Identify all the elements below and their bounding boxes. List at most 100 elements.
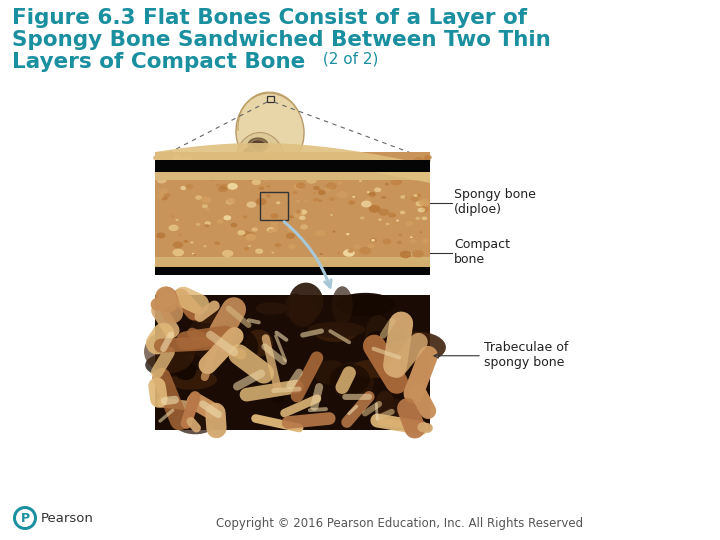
Ellipse shape: [204, 224, 210, 227]
Ellipse shape: [168, 225, 179, 231]
Ellipse shape: [423, 158, 431, 163]
Ellipse shape: [326, 166, 333, 170]
Ellipse shape: [420, 231, 423, 233]
Ellipse shape: [397, 241, 402, 244]
Ellipse shape: [408, 170, 411, 171]
Ellipse shape: [188, 315, 228, 359]
Ellipse shape: [314, 166, 317, 167]
Ellipse shape: [243, 215, 248, 219]
Ellipse shape: [400, 211, 405, 214]
Ellipse shape: [217, 186, 228, 192]
Ellipse shape: [248, 177, 253, 181]
Ellipse shape: [415, 217, 420, 220]
Ellipse shape: [412, 250, 424, 258]
Ellipse shape: [199, 308, 235, 350]
Ellipse shape: [313, 192, 315, 194]
Ellipse shape: [201, 167, 212, 174]
Ellipse shape: [410, 239, 416, 243]
Ellipse shape: [378, 219, 382, 221]
Ellipse shape: [370, 238, 377, 242]
Ellipse shape: [245, 234, 256, 241]
Ellipse shape: [400, 195, 406, 199]
Ellipse shape: [306, 177, 317, 184]
Ellipse shape: [379, 167, 389, 173]
Ellipse shape: [318, 199, 323, 202]
Ellipse shape: [236, 152, 256, 164]
Text: Compact
bone: Compact bone: [454, 238, 510, 266]
Ellipse shape: [161, 333, 204, 355]
Ellipse shape: [254, 159, 264, 165]
Ellipse shape: [263, 166, 266, 168]
Ellipse shape: [289, 215, 294, 219]
Ellipse shape: [408, 381, 425, 400]
Ellipse shape: [225, 199, 234, 205]
Ellipse shape: [209, 175, 217, 180]
Ellipse shape: [180, 186, 186, 190]
Ellipse shape: [230, 223, 238, 227]
Bar: [267, 96, 274, 102]
Ellipse shape: [217, 219, 224, 224]
Ellipse shape: [398, 234, 402, 236]
Ellipse shape: [222, 250, 233, 257]
Ellipse shape: [333, 231, 336, 233]
Ellipse shape: [251, 165, 256, 167]
Ellipse shape: [266, 227, 275, 233]
Ellipse shape: [289, 295, 317, 327]
Ellipse shape: [274, 243, 281, 247]
Ellipse shape: [264, 178, 270, 181]
Ellipse shape: [389, 332, 446, 363]
Bar: [155, 295, 430, 430]
Ellipse shape: [379, 156, 387, 161]
Ellipse shape: [256, 302, 287, 315]
Ellipse shape: [313, 198, 319, 201]
Ellipse shape: [175, 361, 197, 380]
Ellipse shape: [396, 220, 399, 221]
Bar: [155, 264, 430, 265]
Bar: [155, 259, 430, 260]
Ellipse shape: [307, 322, 365, 338]
Ellipse shape: [377, 399, 407, 420]
Ellipse shape: [180, 161, 186, 165]
Ellipse shape: [296, 183, 305, 189]
Ellipse shape: [202, 204, 208, 208]
Ellipse shape: [244, 247, 249, 251]
Bar: [155, 261, 430, 262]
Ellipse shape: [287, 227, 294, 232]
Ellipse shape: [193, 176, 197, 178]
Ellipse shape: [310, 167, 318, 172]
Ellipse shape: [208, 160, 216, 165]
Ellipse shape: [408, 253, 412, 255]
Ellipse shape: [284, 293, 305, 320]
Bar: [155, 160, 430, 275]
Ellipse shape: [252, 179, 261, 185]
Ellipse shape: [256, 198, 266, 205]
Ellipse shape: [351, 359, 406, 378]
Ellipse shape: [164, 164, 168, 167]
Ellipse shape: [289, 174, 297, 179]
Ellipse shape: [332, 172, 340, 177]
Ellipse shape: [353, 244, 361, 249]
Bar: [155, 260, 430, 261]
Ellipse shape: [337, 191, 348, 198]
Bar: [155, 160, 430, 172]
Bar: [155, 262, 430, 263]
Ellipse shape: [220, 328, 258, 366]
Ellipse shape: [300, 224, 308, 230]
Ellipse shape: [251, 227, 258, 232]
Text: (2 of 2): (2 of 2): [318, 52, 379, 67]
Ellipse shape: [179, 234, 181, 235]
Bar: [155, 152, 430, 257]
Text: Pearson: Pearson: [41, 511, 94, 524]
Bar: [155, 249, 430, 267]
Ellipse shape: [158, 165, 161, 167]
Ellipse shape: [176, 219, 179, 221]
Ellipse shape: [416, 194, 421, 197]
Ellipse shape: [374, 187, 382, 192]
Ellipse shape: [382, 239, 392, 245]
Ellipse shape: [418, 206, 428, 213]
Text: Trabeculae of
spongy bone: Trabeculae of spongy bone: [484, 341, 568, 369]
Ellipse shape: [369, 192, 376, 197]
Ellipse shape: [414, 157, 424, 164]
Ellipse shape: [205, 208, 211, 211]
Ellipse shape: [296, 210, 302, 214]
